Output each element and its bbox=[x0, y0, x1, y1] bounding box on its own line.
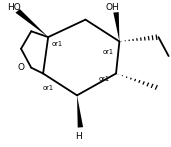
Text: or1: or1 bbox=[43, 85, 54, 91]
Polygon shape bbox=[113, 12, 119, 41]
Text: or1: or1 bbox=[99, 76, 110, 82]
Text: O: O bbox=[18, 63, 25, 72]
Polygon shape bbox=[77, 95, 83, 128]
Text: or1: or1 bbox=[102, 49, 114, 55]
Text: H: H bbox=[75, 132, 82, 141]
Text: OH: OH bbox=[106, 4, 120, 12]
Polygon shape bbox=[16, 9, 48, 37]
Text: HO: HO bbox=[8, 4, 21, 12]
Text: or1: or1 bbox=[52, 41, 63, 47]
